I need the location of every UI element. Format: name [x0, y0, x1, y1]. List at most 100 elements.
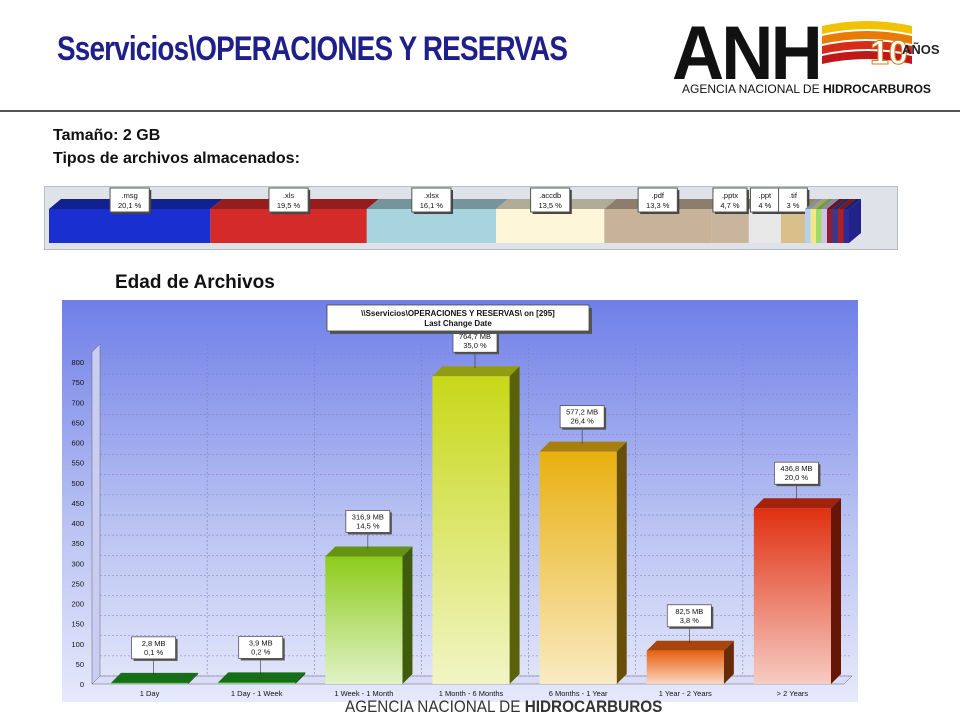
segment-label-box — [778, 187, 808, 213]
segment-pct-label: 13,3 % — [646, 201, 670, 210]
bar-side — [831, 498, 841, 684]
x-tick-label: > 2 Years — [777, 689, 809, 698]
tail-top — [832, 199, 850, 209]
segment-ext-label: .tif — [789, 191, 798, 200]
segment-pct-label: 16,1 % — [420, 201, 444, 210]
y-tick-label: 550 — [71, 459, 84, 468]
y-tick-label: 50 — [76, 660, 84, 669]
y-tick-label: 650 — [71, 418, 84, 427]
y-tick-label: 600 — [71, 439, 84, 448]
segment-label-box — [268, 187, 309, 213]
segment-pdf — [604, 209, 712, 243]
x-tick-label: 1 Day — [140, 689, 160, 698]
bar-3 — [325, 556, 403, 684]
tail-top — [843, 199, 861, 209]
segment-label-box — [637, 187, 678, 213]
segment-pct-label: 13,5 % — [539, 201, 563, 210]
info-block: Tamaño: 2 GB Tipos de archivos almacenad… — [53, 124, 300, 170]
data-label-value: 316,9 MB — [352, 512, 384, 521]
y-tick-label: 750 — [71, 378, 84, 387]
anniversary-flag-icon: 10 — [822, 20, 912, 78]
data-label-percent: 20,0 % — [785, 473, 809, 482]
tail-segment — [805, 209, 811, 243]
x-tick-label: 1 Week - 1 Month — [334, 689, 393, 698]
bar-side — [295, 672, 306, 684]
bar-top — [111, 672, 199, 683]
segment-pct-label: 3 % — [786, 201, 799, 210]
segment-ext-label: .pdf — [651, 191, 664, 200]
age-chart: 0 50 100 150 200 250 300 350 400 450 500 550 600 650 7… — [62, 300, 858, 702]
bar-top — [325, 546, 413, 557]
y-tick-label: 500 — [71, 479, 84, 488]
bar-side — [509, 366, 520, 684]
data-label-value: 82,5 MB — [675, 607, 703, 616]
data-label-percent: 26,4 % — [570, 417, 594, 426]
stack-side — [849, 199, 861, 243]
file-types-chart: .msg 20,1 % .xls 19,5 % .xlsx 16,1 % .accdb 13,… — [44, 186, 898, 250]
header-divider — [0, 110, 960, 112]
segment-pptx — [711, 209, 749, 243]
bar-side — [723, 640, 734, 684]
x-tick-label: 6 Months - 1 Year — [549, 689, 608, 698]
tail-top — [805, 199, 823, 209]
data-label-box — [131, 636, 176, 660]
y-tick-label: 800 — [71, 358, 84, 367]
bar-side — [616, 441, 627, 684]
segment-label-box — [411, 187, 452, 213]
segment-ext-label: .ppt — [759, 191, 772, 200]
logo-anos: AÑOS — [902, 42, 940, 57]
data-label-percent: 0,1 % — [144, 648, 164, 657]
y-tick-label: 700 — [71, 398, 84, 407]
segment-pct-label: 19,5 % — [277, 201, 301, 210]
bar-top — [218, 672, 306, 683]
x-tick-label: 1 Month - 6 Months — [439, 689, 504, 698]
segment-label-box — [530, 187, 571, 213]
data-label-percent: 0,2 % — [251, 647, 271, 656]
segment-pct-label: 20,1 % — [118, 201, 142, 210]
segment-label-box — [749, 187, 780, 213]
types-text: Tipos de archivos almacenados: — [53, 150, 300, 167]
tail-top — [827, 199, 845, 209]
tail-top — [810, 199, 828, 209]
footer-agency: AGENCIA NACIONAL DE HIDROCARBUROS — [345, 697, 663, 716]
segment-pct-label: 4,7 % — [720, 201, 740, 210]
size-text: Tamaño: 2 GB — [53, 127, 161, 144]
y-tick-label: 450 — [71, 499, 84, 508]
y-tick-label: 250 — [71, 579, 84, 588]
data-label-value: 764,7 MB — [459, 332, 491, 341]
tail-segment — [843, 209, 849, 243]
segment-xlsx — [366, 209, 497, 243]
tail-segment — [810, 209, 816, 243]
age-bar-chart: 0 50 100 150 200 250 300 350 400 450 500 550 600 650 7… — [62, 300, 858, 702]
bar-4 — [432, 376, 510, 684]
section-title: Edad de Archivos — [115, 272, 275, 293]
data-label-value: 577,2 MB — [566, 408, 598, 417]
tail-top — [821, 199, 839, 209]
segment-msg — [49, 209, 211, 243]
bar-top — [753, 498, 841, 509]
tail-segment — [821, 209, 827, 243]
y-tick-label: 0 — [80, 680, 84, 689]
anh-logo: ANH 10 AÑOS AGENCIA NACIONAL DE HIDROCAR… — [672, 12, 952, 102]
logo-acronym: ANH — [672, 11, 823, 96]
segment-ext-label: .xls — [283, 191, 295, 200]
segment-ext-label: .xlsx — [424, 191, 439, 200]
segment-label-box — [712, 187, 748, 213]
bar-side — [402, 546, 413, 684]
segment-ext-label: .msg — [122, 191, 138, 200]
data-label-value: 3,9 MB — [249, 638, 273, 647]
y-tick-label: 400 — [71, 519, 84, 528]
segment-pct-label: 4 % — [758, 201, 771, 210]
bar-5 — [539, 451, 617, 684]
bar-7 — [753, 508, 831, 684]
data-label-box — [345, 510, 391, 533]
segment-ppt — [748, 209, 781, 243]
segment-accdb — [496, 209, 605, 243]
y-tick-label: 150 — [71, 620, 84, 629]
page-title: Sservicios\OPERACIONES Y RESERVAS — [57, 30, 568, 68]
y-tick-label: 100 — [71, 640, 84, 649]
bar-top — [646, 640, 734, 651]
data-label-box — [238, 636, 284, 659]
data-label-value: 2,8 MB — [142, 639, 166, 648]
